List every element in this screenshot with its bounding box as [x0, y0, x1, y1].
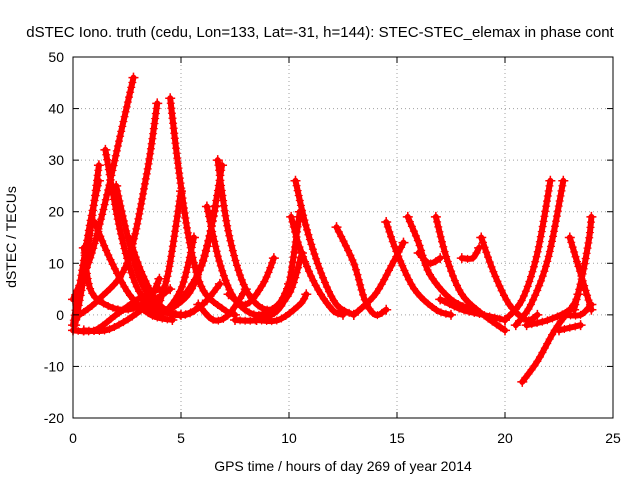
data-point — [510, 320, 521, 331]
data-point — [413, 247, 424, 258]
data-point — [100, 144, 111, 155]
data-point — [124, 232, 135, 243]
data-point — [398, 237, 409, 248]
data-point — [78, 242, 89, 253]
data-series-arc — [554, 320, 586, 336]
y-tick-label: 40 — [48, 101, 64, 117]
data-point — [586, 211, 597, 222]
y-tick-label: 0 — [56, 307, 64, 323]
data-point — [154, 309, 165, 320]
x-tick-label: 0 — [69, 430, 77, 446]
data-point — [402, 211, 413, 222]
data-point — [137, 294, 148, 305]
data-series-arc — [456, 242, 485, 264]
data-point — [430, 211, 441, 222]
data-series-arc — [430, 211, 510, 336]
data-point — [586, 299, 597, 310]
data-point — [456, 253, 467, 264]
data-point — [152, 98, 163, 109]
x-tick-label: 10 — [281, 430, 297, 446]
data-point — [348, 309, 359, 320]
data-point — [93, 160, 104, 171]
data-point — [268, 253, 279, 264]
data-point — [290, 175, 301, 186]
data-point — [476, 232, 487, 243]
data-point — [532, 309, 543, 320]
y-tick-label: -10 — [44, 358, 64, 374]
data-series-arc — [381, 217, 456, 320]
data-series-arc — [560, 299, 597, 320]
data-point — [128, 72, 139, 83]
data-point — [500, 315, 510, 326]
data-point — [446, 309, 456, 320]
data-point — [560, 309, 571, 320]
x-tick-label: 20 — [497, 430, 513, 446]
data-point — [165, 304, 176, 315]
data-point — [89, 217, 100, 228]
data-point — [554, 325, 564, 336]
data-point — [381, 217, 392, 228]
data-series-arc — [569, 211, 597, 315]
data-point — [78, 325, 89, 336]
x-tick-label: 5 — [177, 430, 185, 446]
data-point — [251, 315, 262, 326]
data-point — [301, 289, 312, 300]
data-point — [240, 284, 251, 295]
data-series-arc — [510, 175, 569, 331]
y-tick-label: 50 — [48, 49, 64, 65]
data-point — [230, 315, 240, 326]
data-point — [111, 180, 122, 191]
data-point — [500, 325, 510, 336]
data-point — [201, 201, 212, 212]
data-point — [193, 299, 204, 310]
data-point — [176, 186, 186, 197]
data-series-arc — [500, 175, 556, 326]
data-point — [154, 273, 165, 284]
data-series-arc — [251, 289, 312, 326]
data-point — [545, 175, 556, 186]
data-point — [214, 278, 225, 289]
x-tick-label: 15 — [389, 430, 405, 446]
chart-title: dSTEC Iono. truth (cedu, Lon=133, Lat=-3… — [26, 24, 614, 41]
data-point — [212, 155, 223, 166]
data-point — [575, 320, 586, 331]
plot-frame — [72, 56, 614, 419]
data-point — [165, 93, 176, 104]
data-series-arc — [476, 232, 543, 325]
y-tick-label: 20 — [48, 204, 64, 220]
data-point — [558, 175, 569, 186]
y-tick-label: -20 — [44, 410, 64, 426]
data-point — [331, 222, 342, 233]
y-tick-label: 10 — [48, 255, 64, 271]
data-series-arc — [331, 222, 392, 320]
x-axis-label: GPS time / hours of day 269 of year 2014 — [214, 458, 472, 474]
data-series-arc — [286, 211, 348, 320]
data-point — [564, 232, 575, 243]
tick-layer: 0 5 10 15 20 25 -20 -10 0 10 20 30 40 50 — [44, 49, 621, 446]
data-series-arc — [413, 247, 446, 268]
data-point — [435, 294, 446, 305]
grid-layer — [73, 57, 613, 418]
y-tick-label: 30 — [48, 152, 64, 168]
data-point — [521, 320, 532, 331]
data-point — [381, 304, 392, 315]
data-point — [286, 211, 297, 222]
data-point — [188, 232, 199, 243]
data-point — [517, 376, 528, 387]
data-point — [223, 289, 234, 300]
y-axis-label: dSTEC / TECUs — [3, 186, 19, 288]
data-layer — [68, 72, 597, 387]
x-tick-label: 25 — [605, 430, 621, 446]
data-series-arc — [223, 253, 279, 309]
data-series-arc — [193, 284, 251, 325]
